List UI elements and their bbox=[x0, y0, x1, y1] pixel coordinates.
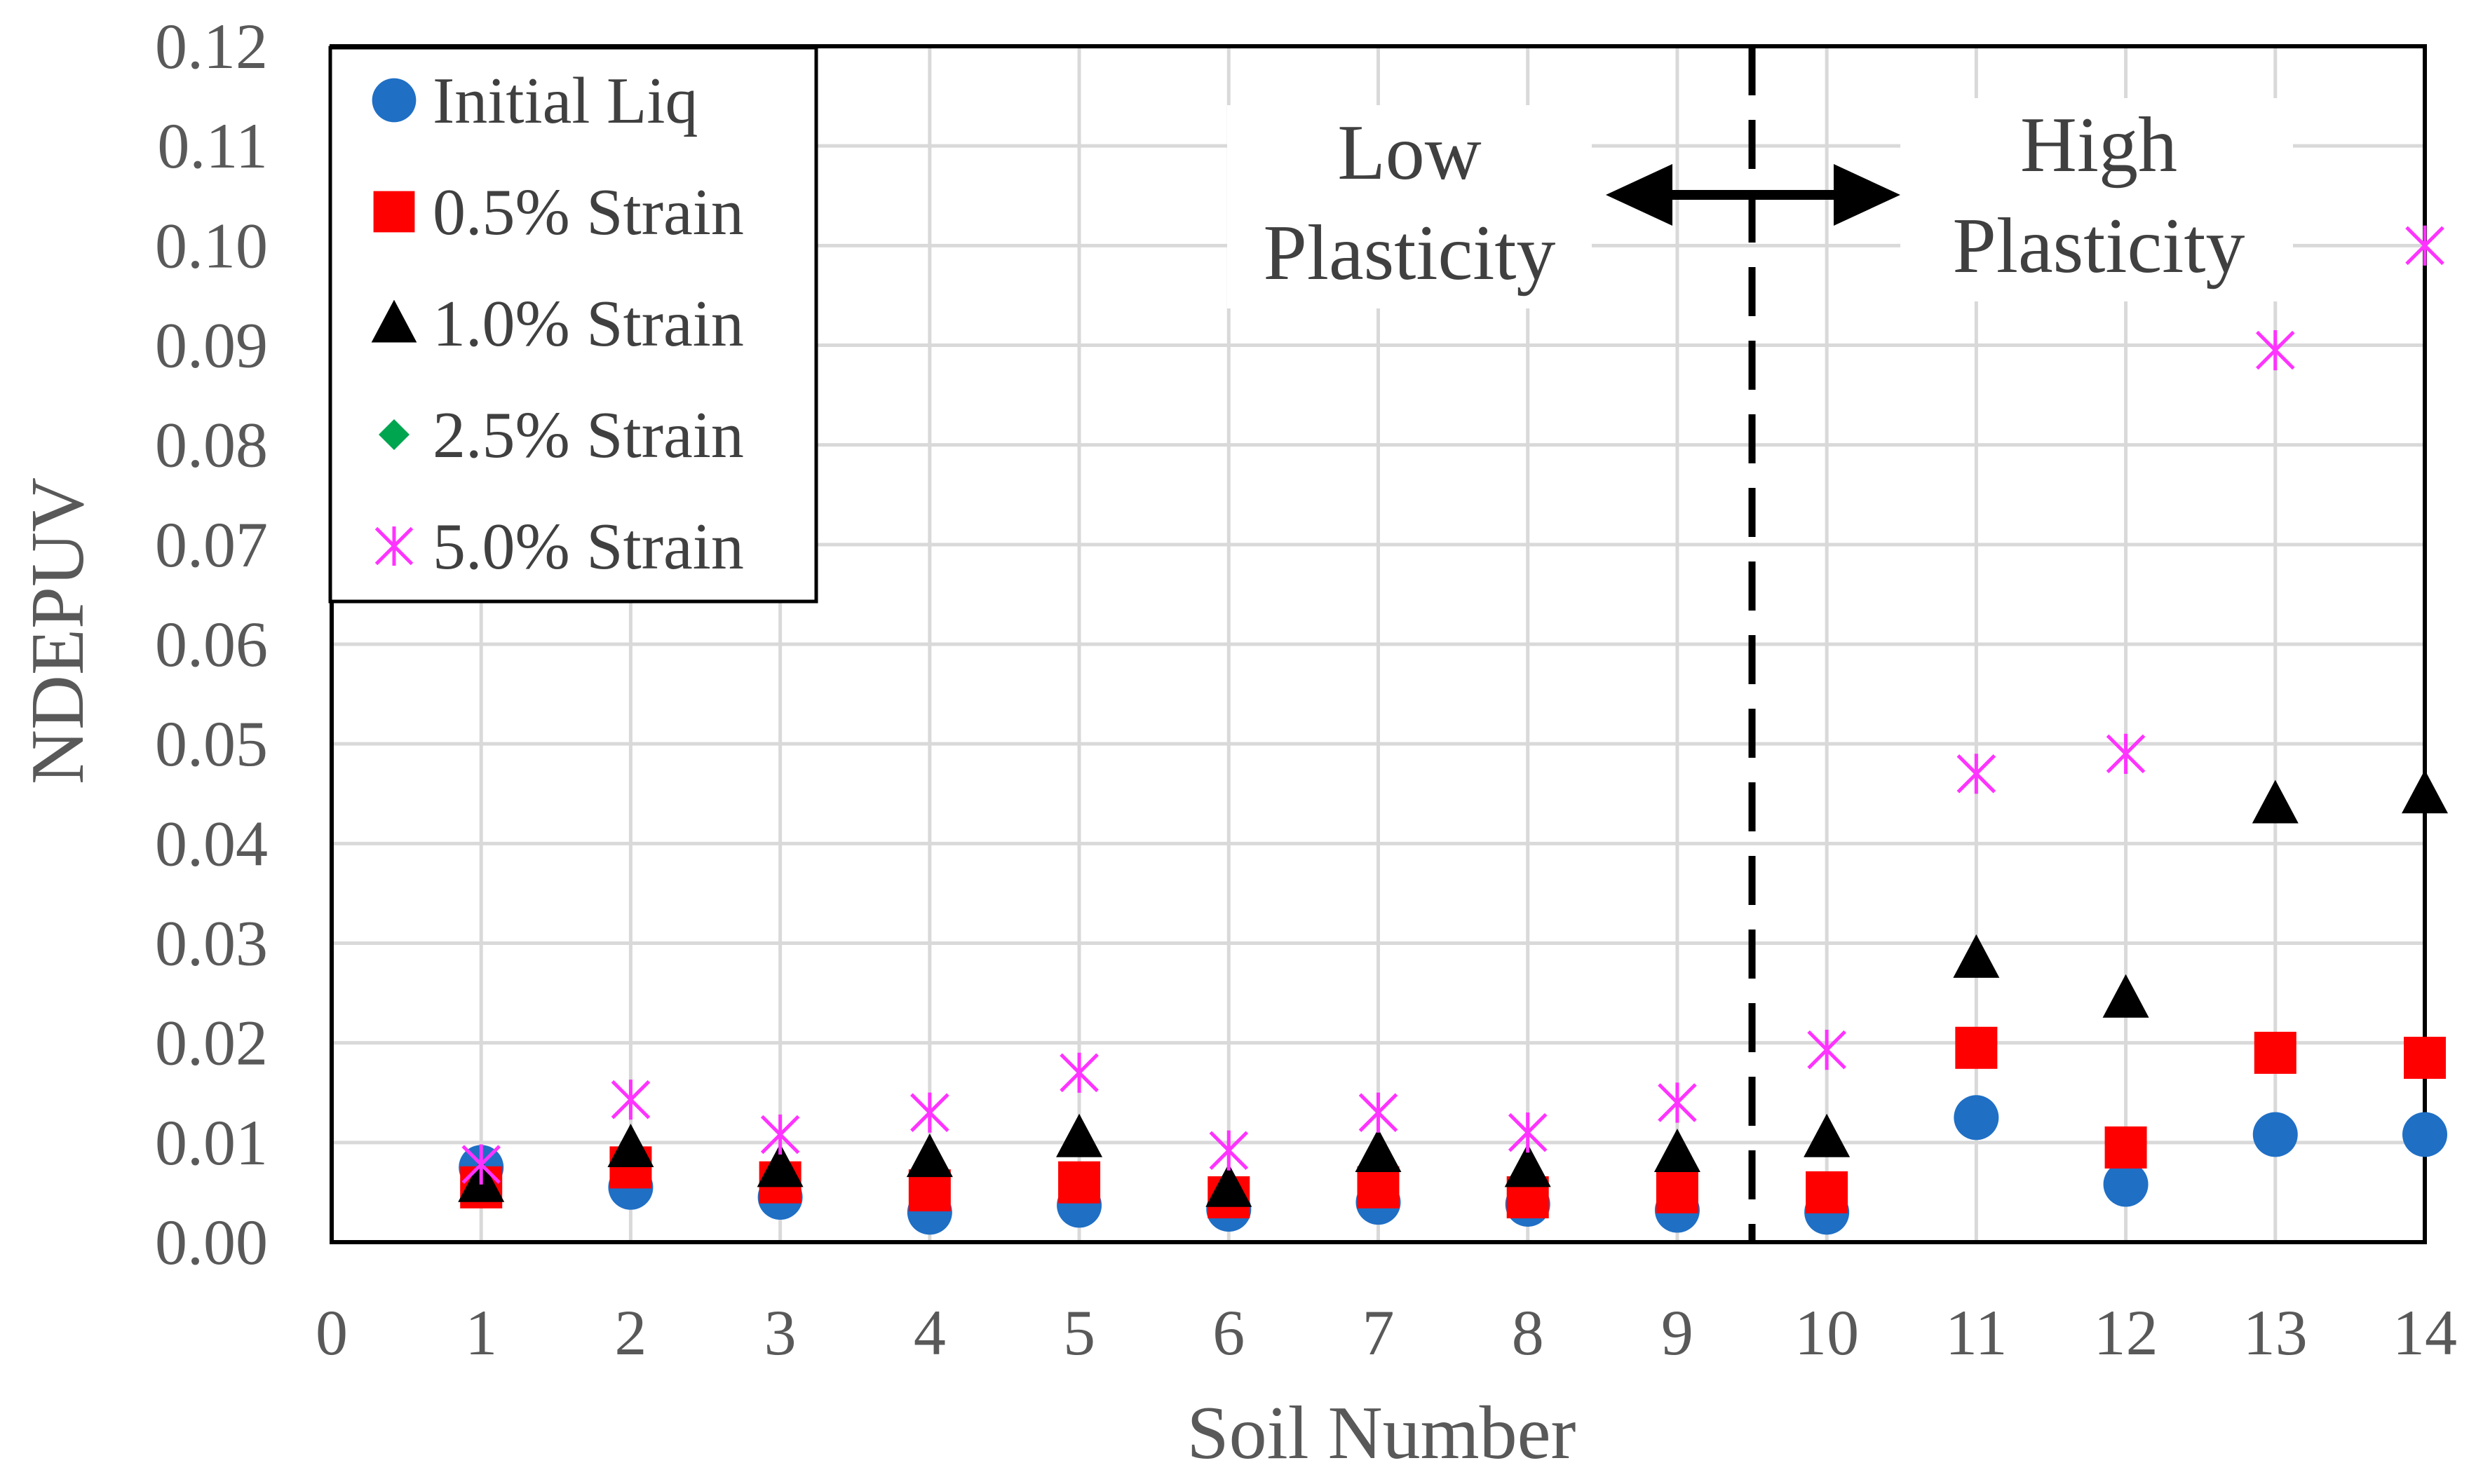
legend-box bbox=[328, 46, 818, 604]
point-1-0-strain bbox=[2402, 770, 2448, 814]
point-1-0-strain bbox=[2102, 974, 2149, 1018]
y-tick-label: 0.06 bbox=[155, 608, 268, 680]
point-5-0-strain bbox=[1658, 1082, 1697, 1123]
point-1-0-strain bbox=[1205, 1163, 1252, 1207]
plot-frame bbox=[330, 44, 2427, 1244]
point-1-0-strain bbox=[1953, 934, 2000, 978]
point-1-0-strain bbox=[1504, 1143, 1551, 1187]
point-initial-liq bbox=[2103, 1162, 2149, 1207]
y-tick-label: 0.03 bbox=[155, 908, 268, 979]
x-tick-label: 5 bbox=[1063, 1297, 1095, 1368]
point-initial-liq bbox=[2402, 1112, 2447, 1157]
y-axis-title: NDEPUV bbox=[16, 477, 100, 784]
point-5-0-strain bbox=[2256, 330, 2295, 371]
annotation-high-line2: Plasticity bbox=[1953, 203, 2245, 290]
y-tick-label: 0.07 bbox=[155, 509, 268, 580]
y-tick-label: 0.01 bbox=[155, 1107, 268, 1178]
legend-marker-0-5-strain bbox=[373, 191, 415, 233]
point-5-0-strain bbox=[1956, 754, 1996, 794]
y-tick-label: 0.09 bbox=[155, 310, 268, 381]
x-tick-label: 1 bbox=[465, 1297, 497, 1368]
point-0-5-strain bbox=[2404, 1036, 2446, 1079]
legend: Initial Liq 0.5% Strain 1.0% Strain 2.5% St… bbox=[328, 46, 818, 604]
point-5-0-strain bbox=[1209, 1130, 1249, 1171]
point-1-0-strain bbox=[607, 1123, 654, 1167]
y-tick-label: 0.10 bbox=[155, 210, 268, 281]
x-tick-label: 13 bbox=[2243, 1297, 2308, 1368]
legend-marker-5-0-strain bbox=[374, 526, 414, 566]
legend-label-1-0-strain: 1.0% Strain bbox=[433, 287, 744, 360]
annotation-high-line1: High bbox=[2020, 102, 2177, 189]
point-0-5-strain bbox=[1806, 1171, 1848, 1213]
y-tick-labels: 0.00 0.01 0.02 0.03 0.04 0.05 0.06 0.07 0.08 0.09… bbox=[155, 11, 268, 1278]
annotation-low-line2: Plasticity bbox=[1264, 210, 1556, 297]
y-tick-label: 0.00 bbox=[155, 1206, 268, 1278]
annotation-bg-high bbox=[1900, 98, 2293, 301]
x-tick-label: 6 bbox=[1212, 1297, 1245, 1368]
legend-label-initial-liq: Initial Liq bbox=[433, 64, 698, 137]
x-tick-label: 10 bbox=[1794, 1297, 1859, 1368]
point-5-0-strain bbox=[1060, 1052, 1099, 1093]
legend-label-2-5-strain: 2.5% Strain bbox=[433, 399, 744, 472]
x-tick-label: 0 bbox=[316, 1297, 348, 1368]
x-tick-label: 2 bbox=[614, 1297, 647, 1368]
point-1-0-strain bbox=[1355, 1129, 1402, 1173]
point-0-5-strain bbox=[1357, 1166, 1400, 1209]
point-1-0-strain bbox=[2252, 780, 2299, 824]
annotation-bg-low bbox=[1227, 105, 1592, 308]
point-5-0-strain bbox=[910, 1092, 949, 1133]
y-tick-label: 0.08 bbox=[155, 409, 268, 481]
x-tick-label: 8 bbox=[1512, 1297, 1544, 1368]
x-tick-label: 11 bbox=[1945, 1297, 2008, 1368]
y-tick-label: 0.04 bbox=[155, 808, 268, 879]
double-arrow-icon bbox=[1606, 164, 1900, 226]
x-axis-title: Soil Number bbox=[1187, 1391, 1576, 1475]
point-0-5-strain bbox=[2104, 1126, 2147, 1169]
legend-marker-1-0-strain bbox=[371, 299, 417, 343]
x-tick-labels: 0 1 2 3 4 5 6 7 8 9 10 11 12 13 14 bbox=[316, 1297, 2457, 1368]
annotation-low-line1: Low bbox=[1337, 109, 1481, 196]
y-tick-label: 0.11 bbox=[157, 110, 268, 182]
point-initial-liq bbox=[1954, 1095, 1999, 1141]
point-1-0-strain bbox=[1653, 1129, 1700, 1173]
point-0-5-strain bbox=[1955, 1026, 1998, 1069]
legend-label-5-0-strain: 5.0% Strain bbox=[433, 510, 744, 583]
x-tick-label: 3 bbox=[764, 1297, 797, 1368]
point-initial-liq bbox=[2252, 1112, 2298, 1157]
data-marks bbox=[458, 225, 2448, 1235]
point-5-0-strain bbox=[2405, 225, 2444, 266]
legend-label-0-5-strain: 0.5% Strain bbox=[433, 176, 744, 249]
annotation-backgrounds bbox=[1227, 98, 2293, 308]
point-1-0-strain bbox=[1804, 1113, 1851, 1157]
point-0-5-strain bbox=[1656, 1171, 1698, 1213]
point-5-0-strain bbox=[760, 1114, 800, 1155]
x-tick-label: 7 bbox=[1362, 1297, 1395, 1368]
x-tick-label: 9 bbox=[1661, 1297, 1693, 1368]
x-tick-label: 4 bbox=[914, 1297, 946, 1368]
point-5-0-strain bbox=[1807, 1030, 1846, 1070]
point-5-0-strain bbox=[1508, 1112, 1548, 1153]
x-tick-label: 14 bbox=[2393, 1297, 2457, 1368]
point-0-5-strain bbox=[1058, 1161, 1101, 1204]
point-5-0-strain bbox=[461, 1144, 501, 1185]
legend-marker-2-5-strain bbox=[379, 419, 410, 450]
point-5-0-strain bbox=[2106, 733, 2146, 774]
point-1-0-strain bbox=[906, 1134, 953, 1178]
point-5-0-strain bbox=[611, 1080, 651, 1120]
legend-marker-initial-liq bbox=[372, 78, 417, 123]
y-tick-label: 0.12 bbox=[155, 11, 268, 82]
point-5-0-strain bbox=[1358, 1092, 1398, 1133]
point-1-0-strain bbox=[1056, 1113, 1103, 1157]
y-tick-label: 0.05 bbox=[155, 708, 268, 780]
point-1-0-strain bbox=[757, 1143, 804, 1187]
x-tick-label: 12 bbox=[2094, 1297, 2158, 1368]
y-tick-label: 0.02 bbox=[155, 1007, 268, 1079]
point-0-5-strain bbox=[2254, 1031, 2296, 1074]
